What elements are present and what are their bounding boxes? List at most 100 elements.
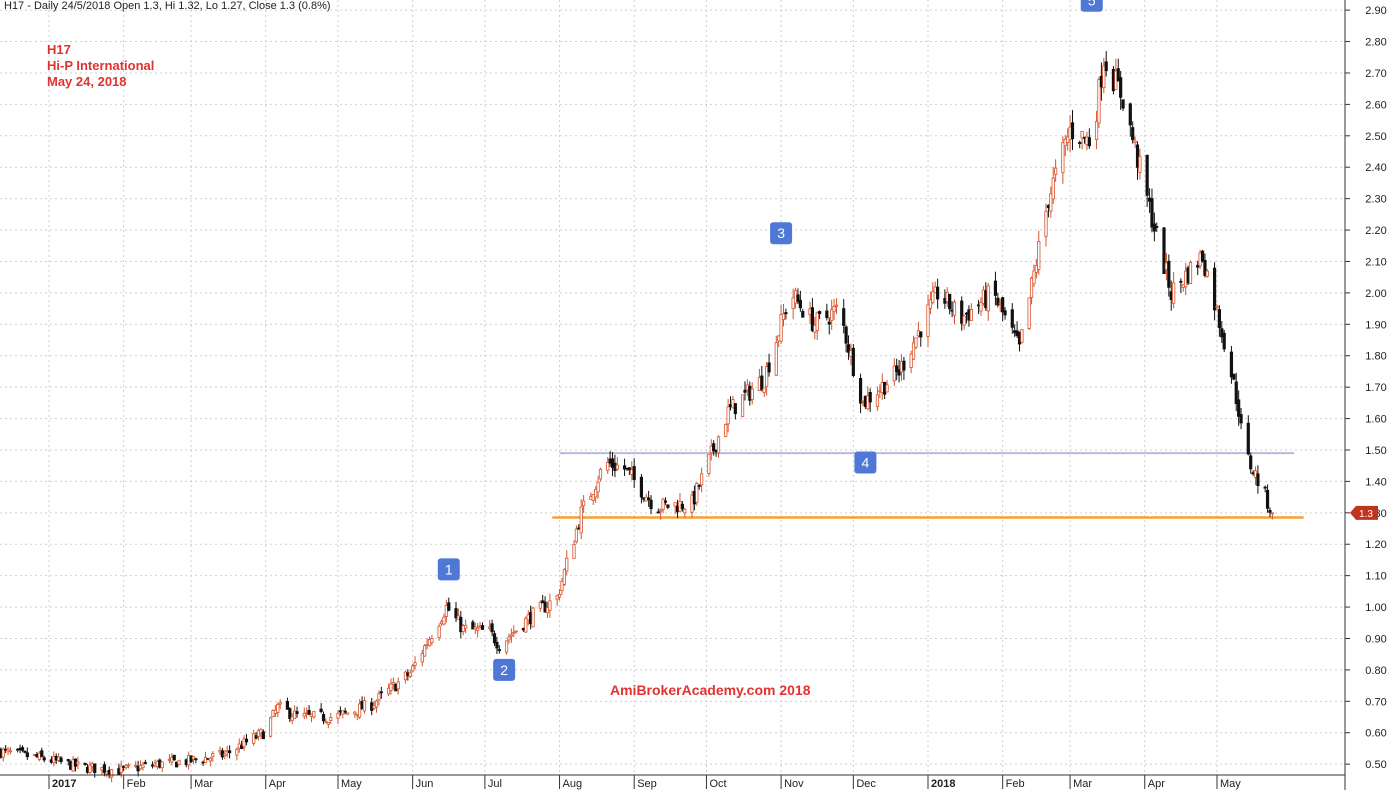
candle-body: [765, 366, 769, 388]
candle-body: [471, 621, 475, 630]
candle-body: [572, 544, 576, 559]
y-tick-label: 2.60: [1365, 99, 1386, 111]
candle-body: [358, 703, 362, 718]
candle-body: [480, 625, 485, 630]
candle-body: [895, 365, 899, 373]
candle-body: [1078, 141, 1082, 144]
candle-body: [801, 311, 805, 318]
candle-body: [321, 714, 326, 722]
candle-body: [252, 733, 256, 744]
candle-body: [259, 729, 263, 734]
candle-body: [319, 708, 323, 712]
wave-marker-1: 1: [437, 558, 460, 581]
candle-body: [430, 638, 434, 644]
candle-body: [203, 757, 208, 763]
candle-body: [560, 580, 564, 592]
candle-body: [295, 711, 299, 714]
candle-body: [1094, 121, 1099, 140]
candle-body: [673, 502, 677, 507]
last-price-tag: 1.3: [1350, 505, 1378, 520]
candle-body: [993, 280, 998, 296]
candle-body: [996, 297, 1000, 306]
wave-marker-2: 2: [493, 658, 516, 681]
wave-marker-box: [437, 558, 460, 581]
candle-body: [892, 365, 896, 382]
candle-body: [1237, 399, 1241, 417]
candle-body: [1179, 280, 1183, 283]
candle-body: [565, 557, 569, 572]
candle-body: [126, 764, 131, 767]
candle-body: [509, 634, 513, 637]
candle-body: [591, 494, 595, 501]
candle-body: [1232, 373, 1236, 380]
candle-body: [796, 294, 800, 302]
candle-body: [160, 761, 164, 769]
candle-body: [495, 641, 499, 649]
candle-body: [1001, 297, 1005, 313]
candle-body: [663, 500, 668, 503]
candle-body: [1212, 267, 1217, 311]
candle-body: [762, 387, 766, 393]
candle-body: [312, 710, 316, 718]
candle-body: [8, 750, 13, 753]
wave-marker-label: 2: [500, 662, 508, 678]
x-tick-label: May: [1220, 778, 1241, 790]
candle-body: [454, 608, 458, 619]
x-tick-label: Mar: [194, 778, 213, 790]
candle-body: [1119, 77, 1123, 98]
candle-body: [461, 625, 465, 632]
candle-body: [293, 710, 297, 720]
candle-body: [858, 377, 863, 404]
candle-body: [659, 509, 663, 512]
candle-body: [386, 687, 391, 695]
candle-body: [697, 485, 701, 487]
candle-body: [656, 511, 660, 514]
candle-body: [1128, 103, 1132, 126]
candle-body: [767, 362, 771, 373]
candle-body: [743, 389, 747, 393]
y-tick-label: 0.90: [1365, 633, 1386, 645]
candle-body: [285, 701, 290, 710]
y-tick-label: 1.90: [1365, 319, 1386, 331]
candle-body: [1172, 282, 1176, 304]
y-tick-label: 1.60: [1365, 414, 1386, 426]
y-tick-label: 1.80: [1365, 351, 1386, 363]
candle-body: [647, 497, 651, 501]
candle-body: [1010, 309, 1014, 328]
candle-body: [396, 681, 400, 690]
candle-body: [1155, 226, 1159, 228]
candle-body: [596, 481, 600, 493]
wave-marker-4: 4: [854, 451, 877, 474]
candle-body: [875, 394, 880, 408]
x-tick-label: May: [341, 778, 362, 790]
candle-body: [1270, 512, 1274, 515]
y-tick-label: 1.70: [1365, 382, 1386, 394]
candle-body: [683, 508, 687, 514]
candle-body: [594, 489, 598, 498]
candle-body: [632, 466, 636, 480]
candle-body: [897, 369, 901, 376]
candle-body: [379, 691, 383, 694]
y-tick-label: 2.70: [1365, 68, 1386, 80]
candle-body: [1070, 122, 1075, 140]
candle-body: [208, 757, 212, 762]
y-tick-label: 2.20: [1365, 225, 1386, 237]
candle-body: [639, 476, 644, 498]
candle-body: [1256, 473, 1260, 487]
candle-body: [1200, 250, 1205, 262]
candle-body: [914, 337, 918, 348]
candle-body: [228, 750, 232, 754]
candle-body: [818, 311, 822, 315]
candle-body: [1167, 260, 1171, 288]
candle-body: [979, 302, 983, 312]
candle-body: [1246, 422, 1250, 455]
candle-body: [464, 624, 468, 629]
candle-body: [1102, 65, 1106, 88]
candle-body: [329, 717, 333, 722]
y-tick-label: 1.00: [1365, 602, 1386, 614]
candle-body: [1138, 156, 1142, 173]
candle-body: [740, 394, 745, 418]
last-price-tag-shape: [1350, 505, 1378, 520]
candle-body: [928, 299, 933, 309]
